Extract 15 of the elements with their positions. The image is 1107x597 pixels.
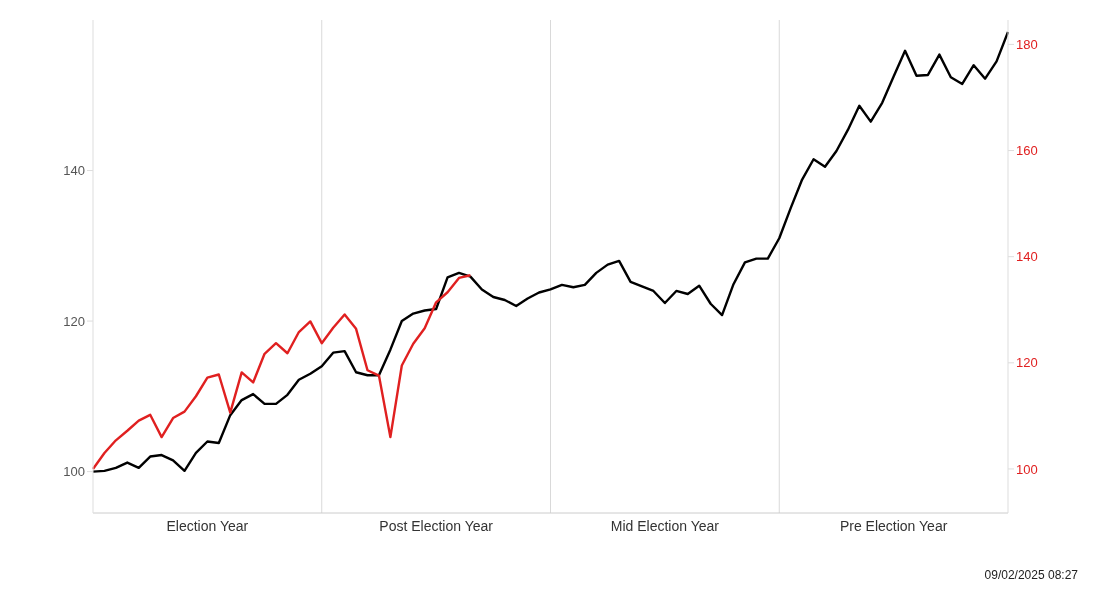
x-tick-label: Pre Election Year xyxy=(839,517,948,534)
x-tick-label: Election Year xyxy=(166,517,249,534)
text: 09/02/2025 08:27 xyxy=(984,568,1078,582)
y-tick-label: 120 xyxy=(63,313,85,329)
y2-tick-label: 160 xyxy=(1016,143,1038,159)
x-tick-label: Post Election Year xyxy=(379,517,494,534)
y2-tick-label: 180 xyxy=(1016,37,1038,53)
y2-tick-label: 100 xyxy=(1016,461,1038,477)
x-tick-label: Mid Election Year xyxy=(610,517,720,534)
y2-tick-label: 120 xyxy=(1016,355,1038,371)
y2-tick-label: 140 xyxy=(1016,249,1038,265)
line-series xyxy=(91,274,472,471)
y-tick-label: 140 xyxy=(63,163,85,179)
line-series xyxy=(91,30,1010,473)
y-tick-label: 100 xyxy=(63,464,85,480)
